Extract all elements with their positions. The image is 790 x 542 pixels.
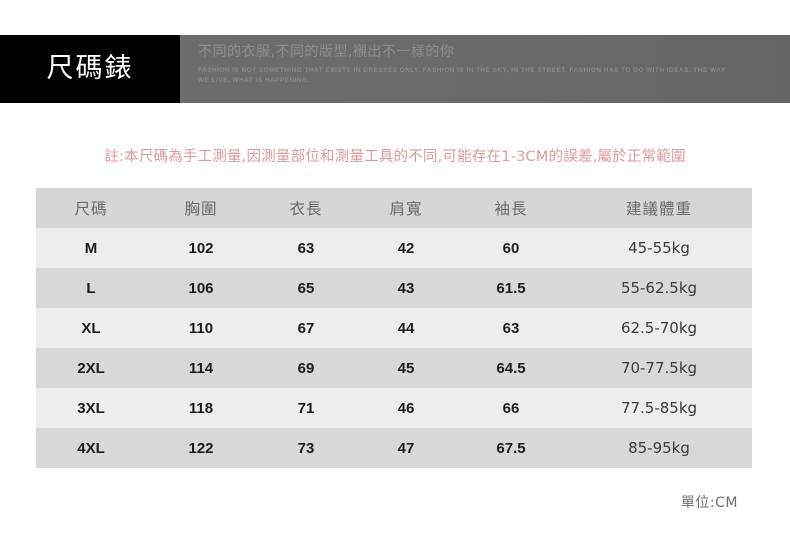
unit-label: 單位:CM <box>680 495 738 511</box>
cell-shoulder: 46 <box>397 399 415 417</box>
measurement-note: 註:本尺碼為手工測量,因測量部位和測量工具的不同,可能存在1-3CM的誤差,屬於… <box>104 149 686 165</box>
cell-length: 63 <box>297 239 315 257</box>
cell-size: 2XL <box>77 359 105 377</box>
table-row: M 102 63 42 60 45-55kg <box>36 228 752 268</box>
table-row: 3XL 118 71 46 66 77.5-85kg <box>36 388 752 428</box>
cell-size: XL <box>81 319 101 337</box>
column-header-chest: 胸圍 <box>184 200 218 218</box>
cell-length: 67 <box>297 319 315 337</box>
cell-sleeve: 60 <box>502 239 520 257</box>
size-chart-table: 尺碼 胸圍 衣長 肩寬 袖長 建議體重 M 102 63 42 60 45-55… <box>36 188 752 468</box>
cell-sleeve: 67.5 <box>496 439 526 457</box>
cell-length: 71 <box>297 399 315 417</box>
cell-weight: 45-55kg <box>628 239 690 257</box>
cell-length: 69 <box>297 359 315 377</box>
cell-chest: 102 <box>188 239 214 257</box>
cell-size: L <box>86 279 96 297</box>
cell-shoulder: 44 <box>397 319 415 337</box>
cell-shoulder: 42 <box>397 239 415 257</box>
table-body: M 102 63 42 60 45-55kg L 106 65 43 61.5 … <box>36 228 752 468</box>
table-row: L 106 65 43 61.5 55-62.5kg <box>36 268 752 308</box>
banner-text-area: 不同的衣服,不同的版型,襯出不一樣的你 FASHION IS NOT SOMET… <box>180 35 790 103</box>
cell-size: M <box>84 239 98 257</box>
cell-weight: 62.5-70kg <box>620 319 698 337</box>
page-title: 尺碼錶 <box>46 52 134 84</box>
banner-title-box: 尺碼錶 <box>0 35 180 103</box>
cell-length: 73 <box>297 439 315 457</box>
cell-chest: 114 <box>188 359 214 377</box>
cell-sleeve: 63 <box>502 319 520 337</box>
table-row: XL 110 67 44 63 62.5-70kg <box>36 308 752 348</box>
column-header-length: 衣長 <box>289 200 323 218</box>
cell-size: 4XL <box>77 439 105 457</box>
banner-english-caption: FASHION IS NOT SOMETHING THAT EXISTS IN … <box>198 66 726 85</box>
column-header-sleeve: 袖長 <box>494 200 528 218</box>
page-banner: 尺碼錶 不同的衣服,不同的版型,襯出不一樣的你 FASHION IS NOT S… <box>0 35 790 103</box>
table-header: 尺碼 胸圍 衣長 肩寬 袖長 建議體重 <box>36 188 752 228</box>
banner-subtitle: 不同的衣服,不同的版型,襯出不一樣的你 <box>198 44 455 60</box>
column-header-size: 尺碼 <box>74 200 108 218</box>
cell-shoulder: 43 <box>397 279 415 297</box>
cell-shoulder: 47 <box>397 439 415 457</box>
cell-weight: 55-62.5kg <box>620 279 698 297</box>
table-row: 4XL 122 73 47 67.5 85-95kg <box>36 428 752 468</box>
cell-sleeve: 64.5 <box>496 359 526 377</box>
cell-size: 3XL <box>77 399 105 417</box>
cell-chest: 110 <box>188 319 214 337</box>
table-header-row: 尺碼 胸圍 衣長 肩寬 袖長 建議體重 <box>36 188 752 228</box>
table-row: 2XL 114 69 45 64.5 70-77.5kg <box>36 348 752 388</box>
cell-chest: 122 <box>188 439 214 457</box>
column-header-weight: 建議體重 <box>625 200 692 218</box>
cell-sleeve: 66 <box>502 399 520 417</box>
cell-shoulder: 45 <box>397 359 415 377</box>
cell-sleeve: 61.5 <box>496 279 526 297</box>
cell-weight: 85-95kg <box>628 439 690 457</box>
cell-chest: 118 <box>188 399 214 417</box>
cell-length: 65 <box>297 279 315 297</box>
cell-weight: 70-77.5kg <box>620 359 698 377</box>
column-header-shoulder: 肩寬 <box>389 200 423 218</box>
cell-weight: 77.5-85kg <box>620 399 698 417</box>
cell-chest: 106 <box>188 279 214 297</box>
